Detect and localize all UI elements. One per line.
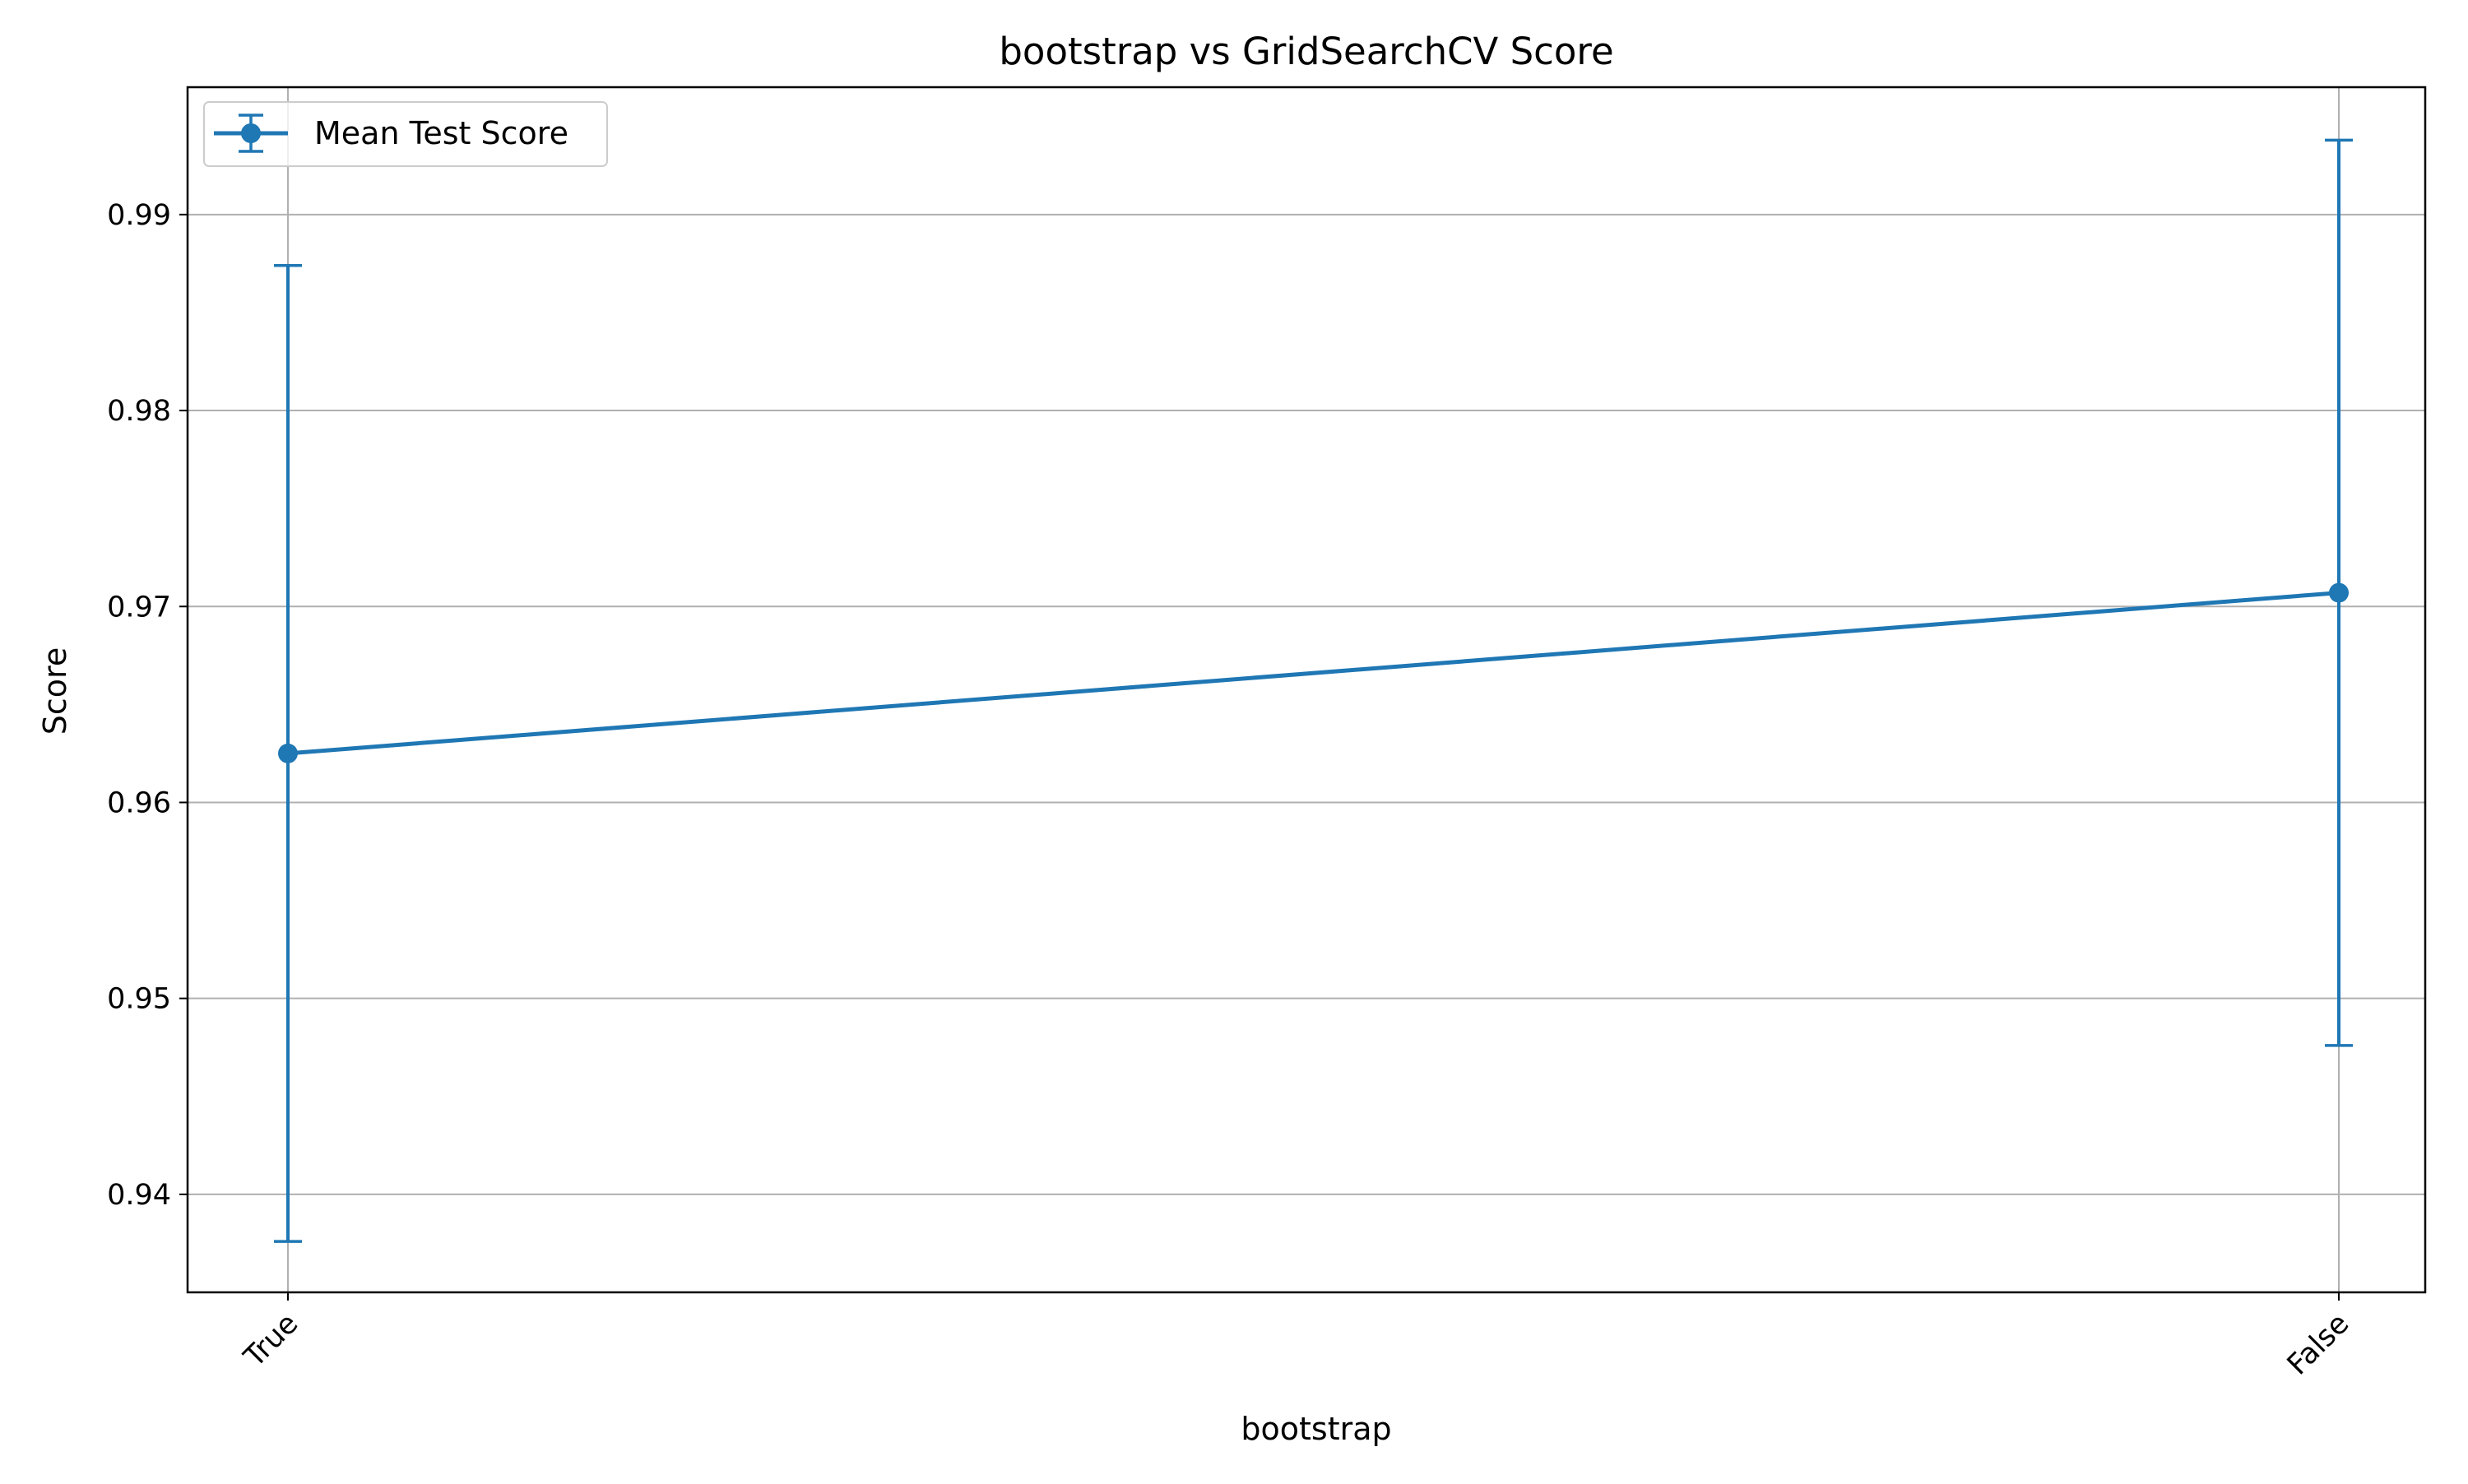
- legend-label: Mean Test Score: [314, 115, 568, 151]
- y-tick-label: 0.98: [107, 395, 171, 428]
- grid-lines: [188, 87, 2425, 1292]
- y-tick-label: 0.95: [107, 983, 171, 1016]
- legend-errorbar-marker-icon: [214, 114, 288, 153]
- y-tick-label: 0.94: [107, 1179, 171, 1212]
- data-point: [2329, 582, 2349, 603]
- series-line: [287, 591, 2340, 756]
- y-axis-ticks: 0.94 0.95 0.96 0.97 0.98 0.99: [107, 199, 188, 1212]
- y-tick-label: 0.97: [107, 591, 171, 624]
- legend[interactable]: Mean Test Score: [203, 101, 608, 167]
- y-axis-label: Score: [37, 647, 73, 735]
- plot-frame: [186, 86, 2427, 1294]
- data-point: [278, 743, 298, 763]
- chart-title: bootstrap vs GridSearchCV Score: [999, 30, 1613, 73]
- legend-marker: [241, 123, 261, 143]
- y-tick-label: 0.96: [107, 786, 171, 819]
- series-layer: [274, 138, 2353, 1243]
- y-tick-label: 0.99: [107, 199, 171, 232]
- x-axis-label: bootstrap: [1241, 1411, 1391, 1447]
- legend-box: [203, 101, 608, 167]
